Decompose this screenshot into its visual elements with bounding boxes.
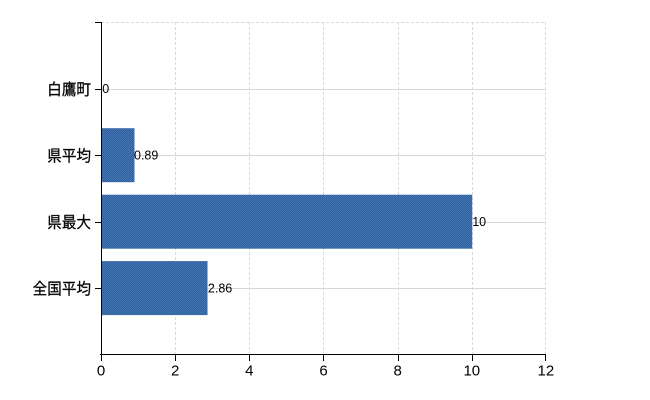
svg-text:10: 10 bbox=[472, 215, 486, 229]
svg-text:12: 12 bbox=[538, 362, 555, 379]
svg-text:0: 0 bbox=[102, 82, 109, 96]
svg-text:2.86: 2.86 bbox=[208, 281, 232, 295]
svg-text:0: 0 bbox=[97, 362, 105, 379]
svg-text:8: 8 bbox=[394, 362, 402, 379]
svg-text:0.89: 0.89 bbox=[134, 149, 158, 163]
svg-text:10: 10 bbox=[463, 362, 480, 379]
svg-text:4: 4 bbox=[245, 362, 253, 379]
svg-text:2: 2 bbox=[171, 362, 179, 379]
svg-text:6: 6 bbox=[319, 362, 327, 379]
